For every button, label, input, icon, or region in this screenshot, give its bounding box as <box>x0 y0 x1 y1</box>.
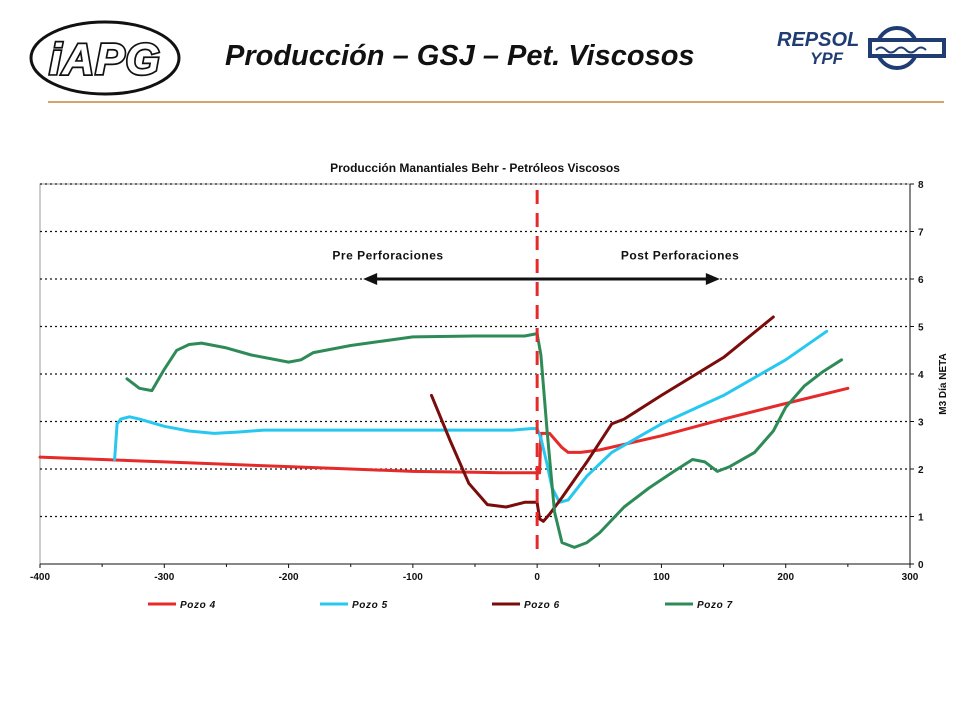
repsol-emblem-icon <box>868 26 946 70</box>
y-axis-label: M3 Día NETA <box>938 353 949 415</box>
legend-label: Pozo 5 <box>352 600 388 611</box>
y-tick-label: 5 <box>918 323 924 334</box>
y-tick-label: 0 <box>918 560 924 571</box>
x-tick-label: -400 <box>30 572 50 583</box>
x-tick-label: -100 <box>403 572 423 583</box>
y-tick-label: 6 <box>918 275 924 286</box>
x-tick-label: -200 <box>279 572 299 583</box>
repsol-ypf-logo: REPSOL YPF <box>777 26 946 70</box>
arrow-head-left <box>363 273 378 285</box>
y-tick-label: 1 <box>918 513 924 524</box>
ypf-logo-text: YPF <box>810 49 844 68</box>
legend-label: Pozo 4 <box>180 600 216 611</box>
y-tick-label: 2 <box>918 465 924 476</box>
y-tick-label: 4 <box>918 370 924 381</box>
x-tick-label: 0 <box>534 572 540 583</box>
page-title: Producción – GSJ – Pet. Viscosos <box>225 40 695 72</box>
chart-title: Producción Manantiales Behr - Petróleos … <box>330 161 620 175</box>
series-line-pozo-6 <box>430 315 775 523</box>
x-tick-label: 200 <box>777 572 794 583</box>
x-tick-label: 100 <box>653 572 670 583</box>
repsol-logo-text: REPSOL <box>777 29 859 51</box>
iapg-logo: iAPG <box>29 20 181 96</box>
header-divider <box>48 101 944 103</box>
legend-label: Pozo 6 <box>524 600 560 611</box>
x-tick-label: 300 <box>902 572 919 583</box>
y-tick-label: 8 <box>918 180 924 191</box>
series-line-pozo-5 <box>113 329 829 504</box>
annotation-pre: Pre Perforaciones <box>332 248 443 262</box>
series-line-pozo-7 <box>125 332 844 549</box>
legend-label: Pozo 7 <box>697 600 733 611</box>
series-line-pozo-4 <box>38 386 850 475</box>
x-tick-label: -300 <box>154 572 174 583</box>
y-tick-label: 3 <box>918 418 924 429</box>
annotation-post: Post Perforaciones <box>621 248 739 262</box>
y-tick-label: 7 <box>918 228 924 239</box>
arrow-head-right <box>705 273 720 285</box>
iapg-logo-text: iAPG <box>49 35 161 84</box>
